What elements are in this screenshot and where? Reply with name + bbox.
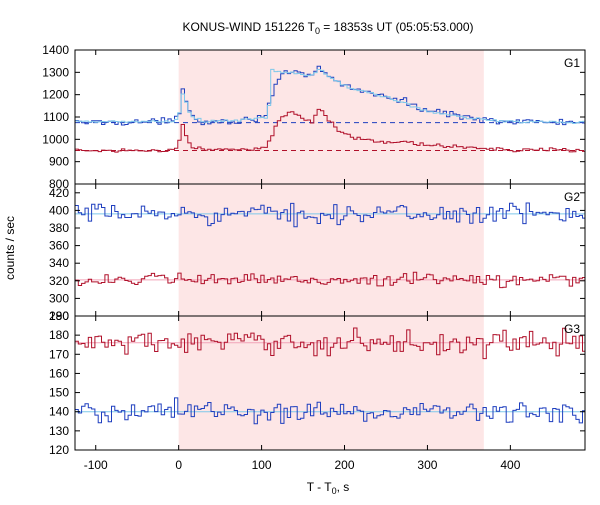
y-tick-label: 380 — [49, 221, 69, 235]
panel-g2: 280 300 320 340 360 380 400 420 G2 — [49, 183, 586, 323]
y-tick-label: 1100 — [43, 110, 69, 124]
panel-label: G1 — [564, 56, 580, 70]
y-axis-title: counts / sec — [3, 216, 17, 280]
y-tick-label: 1400 — [42, 43, 69, 57]
y-tick-label: 320 — [49, 274, 69, 288]
y-tick-label: 160 — [49, 366, 69, 380]
x-axis-title: T - T0, s — [307, 480, 350, 496]
y-tick-label: 130 — [49, 424, 69, 438]
y-tick-label: 140 — [49, 405, 69, 419]
shaded-interval — [178, 50, 484, 450]
y-tick-label: 400 — [49, 203, 69, 217]
x-tick-label: 300 — [417, 458, 437, 472]
y-tick-label: 280 — [49, 309, 69, 323]
x-tick-label: 100 — [252, 458, 272, 472]
panel-g3: 120 130 140 150 160 170 180 190 G3 — [49, 309, 586, 457]
y-tick-label: 170 — [49, 347, 69, 361]
y-tick-label: 420 — [49, 186, 69, 200]
x-tick-label: 200 — [334, 458, 354, 472]
y-tick-label: 180 — [49, 328, 69, 342]
light-curve-series — [75, 271, 585, 289]
y-tick-label: 340 — [49, 256, 69, 270]
y-tick-label: 190 — [49, 309, 69, 323]
light-curve-series — [75, 202, 585, 228]
y-tick-label: 900 — [49, 155, 69, 169]
y-tick-label: 1300 — [42, 65, 69, 79]
light-curve-series — [75, 397, 585, 425]
panel-frame — [74, 315, 586, 451]
y-tick-label: 360 — [49, 239, 69, 253]
x-tick-label: 400 — [500, 458, 520, 472]
panel-label: G3 — [564, 322, 580, 336]
y-tick-label: 800 — [49, 177, 69, 191]
light-curve-series — [75, 68, 585, 124]
panel-label: G2 — [564, 190, 580, 204]
y-tick-label: 1200 — [42, 88, 69, 102]
y-tick-label: 150 — [49, 386, 69, 400]
panel-g1: 800 900 1000 1100 1200 1300 1400 G1 — [42, 43, 586, 191]
light-curve-series — [75, 327, 585, 360]
light-curve-series — [75, 108, 585, 153]
panels-layer: 80090010001100120013001400G1280300320340… — [42, 43, 586, 472]
y-tick-label: 300 — [49, 291, 69, 305]
chart-title: KONUS-WIND 151226 T0 = 18353s UT (05:05:… — [182, 20, 473, 36]
y-tick-label: 1000 — [42, 132, 69, 146]
x-tick-label: 0 — [175, 458, 182, 472]
y-tick-label: 120 — [49, 443, 69, 457]
x-tick-label: -100 — [84, 458, 108, 472]
